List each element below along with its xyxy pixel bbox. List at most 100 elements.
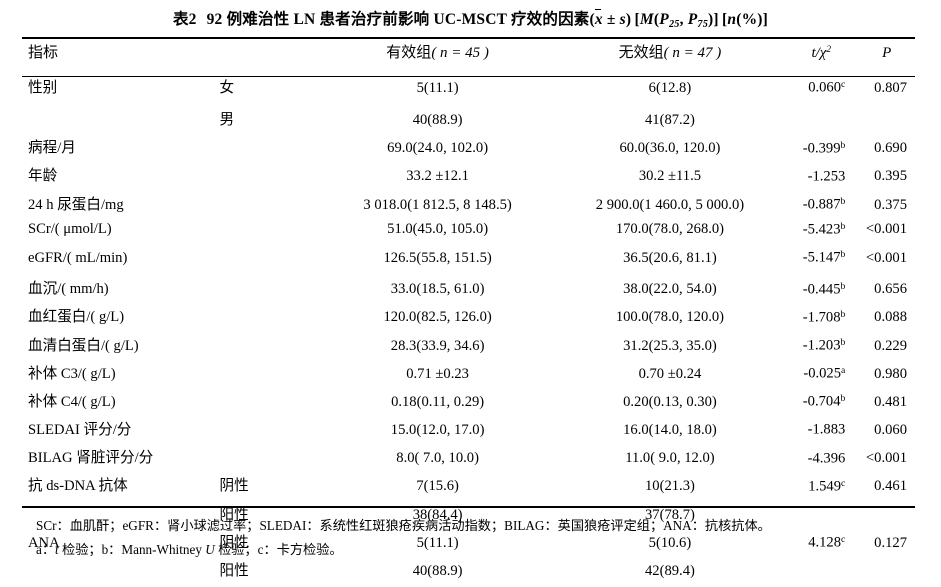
row-ineffective: 38.0(22.0, 54.0) — [623, 281, 717, 298]
row-subgroup — [220, 334, 320, 362]
table-row: 抗 ds-DNA 抗体 阴性 7(15.6) 10(21.3) 1.549c 0… — [22, 474, 915, 502]
row-effective: 69.0(24.0, 102.0) — [387, 140, 489, 157]
row-indicator: ANA — [28, 534, 60, 551]
row-statistic: -0.704b — [802, 393, 846, 410]
row-statistic: -1.708b — [802, 308, 846, 326]
row-effective: 15.0(12.0, 17.0) — [390, 422, 485, 439]
column-header-statistic: t/χ2 — [811, 45, 832, 61]
row-effective: 3 018.0(1 812.5, 8 148.5) — [363, 196, 512, 213]
table-number: 表2 — [172, 11, 197, 28]
row-effective: 5(11.1) — [416, 534, 459, 551]
row-subgroup: 阳性 — [219, 506, 249, 523]
row-subgroup: 阴性 — [219, 534, 249, 551]
row-indicator: 血沉/( mm/h) — [28, 281, 109, 298]
row-statistic: -1.203b — [802, 336, 846, 354]
row-statistic: 0.060c — [808, 79, 846, 96]
table-row: 24 h 尿蛋白/mg 3 018.0(1 812.5, 8 148.5) 2 … — [22, 193, 915, 221]
row-effective: 40(88.9) — [412, 563, 463, 579]
row-p-value: 0.656 — [874, 281, 907, 298]
row-indicator: 补体 C3/( g/L) — [28, 365, 116, 382]
row-effective: 0.18(0.11, 0.29) — [391, 393, 485, 410]
row-indicator: 血红蛋白/( g/L) — [28, 309, 125, 326]
row-subgroup: 女 — [219, 80, 235, 96]
footnote-tests: a：t 检验；b：Mann-Whitney U 检验；c：卡方检验。 — [36, 542, 343, 557]
row-subgroup — [220, 164, 320, 192]
table-row: 补体 C4/( g/L) 0.18(0.11, 0.29) 0.20(0.13,… — [22, 390, 915, 418]
row-effective: 33.2 ±12.1 — [406, 168, 469, 185]
row-subgroup — [220, 362, 320, 390]
row-effective: 8.0( 7.0, 10.0) — [396, 450, 479, 467]
table-head: 指标 有效组( n = 45 ) 无效组( n = 47 ) t/χ2 P — [22, 41, 915, 76]
row-p-value: 0.461 — [874, 478, 907, 495]
row-statistic: -0.399b — [802, 139, 846, 157]
row-p-value: 0.088 — [874, 309, 907, 326]
row-ineffective: 36.5(20.6, 81.1) — [623, 249, 717, 266]
table-body: 性别 女 5(11.1) 6(12.8) 0.060c 0.807 男 40(8… — [22, 76, 915, 587]
table-row: SLEDAI 评分/分 15.0(12.0, 17.0) 16.0(14.0, … — [22, 418, 915, 446]
row-subgroup — [220, 390, 320, 418]
row-p-value: 0.690 — [874, 140, 907, 157]
column-header-subgroup — [220, 41, 320, 76]
row-p-value — [858, 559, 915, 587]
row-statistic: -4.396 — [807, 450, 846, 467]
column-header-indicator: 指标 — [28, 45, 59, 61]
row-p-value: 0.127 — [874, 534, 907, 551]
row-effective: 33.0(18.5, 61.0) — [390, 281, 485, 298]
row-statistic: -0.887b — [802, 195, 846, 213]
row-subgroup — [220, 193, 320, 221]
table-row: 阳性 40(88.9) 42(89.4) — [22, 559, 915, 587]
column-header-p-value: P — [882, 45, 892, 61]
table-title-text: 92 例难治性 LN 患者治疗前影响 UC-MSCT 疗效的因素 — [206, 11, 590, 28]
table-row: 男 40(88.9) 41(87.2) — [22, 108, 915, 136]
row-statistic: 1.549c — [808, 477, 846, 495]
row-statistic — [784, 559, 858, 587]
row-ineffective: 11.0( 9.0, 12.0) — [625, 450, 715, 467]
factors-table: 指标 有效组( n = 45 ) 无效组( n = 47 ) t/χ2 P 性别… — [22, 41, 915, 587]
row-subgroup — [220, 136, 320, 164]
row-statistic: 4.128c — [808, 534, 846, 551]
table-caption: 表2 92 例难治性 LN 患者治疗前影响 UC-MSCT 疗效的因素(x ± s… — [0, 7, 941, 30]
row-indicator: 补体 C4/( g/L) — [28, 393, 116, 410]
footnote-abbreviations: SCr：血肌酐；eGFR：肾小球滤过率；SLEDAI：系统性红斑狼疮疾病活动指数… — [36, 518, 771, 533]
row-subgroup — [220, 277, 320, 305]
row-ineffective: 170.0(78.0, 268.0) — [615, 221, 725, 238]
row-indicator: 24 h 尿蛋白/mg — [28, 196, 124, 213]
row-indicator — [22, 108, 220, 136]
row-indicator: BILAG 肾脏评分/分 — [28, 450, 154, 467]
table-row: 血红蛋白/( g/L) 120.0(82.5, 126.0) 100.0(78.… — [22, 305, 915, 333]
table-row: 补体 C3/( g/L) 0.71 ±0.23 0.70 ±0.24 -0.02… — [22, 362, 915, 390]
row-ineffective: 37(78.7) — [645, 506, 695, 523]
row-ineffective: 41(87.2) — [645, 112, 695, 128]
table-row: 年龄 33.2 ±12.1 30.2 ±11.5 -1.253 0.395 — [22, 164, 915, 192]
row-statistic: -0.025a — [803, 365, 846, 382]
row-statistic — [784, 108, 858, 136]
row-statistic: -1.253 — [807, 168, 846, 185]
column-header-ineffective-group: 无效组( n = 47 ) — [556, 41, 785, 76]
ineffective-group-label: 无效组 — [618, 45, 664, 61]
row-ineffective: 100.0(78.0, 120.0) — [615, 309, 725, 326]
table-row: 血清白蛋白/( g/L) 28.3(33.9, 34.6) 31.2(25.3,… — [22, 334, 915, 362]
table-row: 性别 女 5(11.1) 6(12.8) 0.060c 0.807 — [22, 76, 915, 108]
table-bottom-rule — [22, 506, 915, 509]
row-p-value: <0.001 — [865, 249, 907, 266]
table-top-rule — [22, 37, 915, 40]
row-subgroup — [220, 418, 320, 446]
row-effective: 0.71 ±0.23 — [406, 365, 469, 382]
row-p-value — [858, 108, 915, 136]
table-footnotes: SCr：血肌酐；eGFR：肾小球滤过率；SLEDAI：系统性红斑狼疮疾病活动指数… — [36, 514, 926, 562]
row-subgroup: 阴性 — [219, 478, 249, 495]
row-effective: 40(88.9) — [412, 112, 463, 128]
row-subgroup — [220, 221, 320, 249]
row-ineffective: 0.20(0.13, 0.30) — [623, 393, 717, 410]
row-ineffective: 31.2(25.3, 35.0) — [623, 337, 717, 354]
table-stat-notation: (x ± s) [M(P25, P75)] [n(%)] — [589, 8, 768, 30]
row-ineffective: 16.0(14.0, 18.0) — [623, 422, 717, 439]
row-subgroup: 男 — [219, 112, 235, 128]
table-header-rule — [22, 76, 915, 78]
table-row: 血沉/( mm/h) 33.0(18.5, 61.0) 38.0(22.0, 5… — [22, 277, 915, 305]
row-indicator: eGFR/( mL/min) — [28, 249, 128, 266]
row-indicator: SLEDAI 评分/分 — [28, 422, 132, 439]
row-effective: 51.0(45.0, 105.0) — [387, 221, 489, 238]
row-p-value: 0.060 — [874, 422, 907, 439]
row-effective: 120.0(82.5, 126.0) — [383, 309, 492, 326]
